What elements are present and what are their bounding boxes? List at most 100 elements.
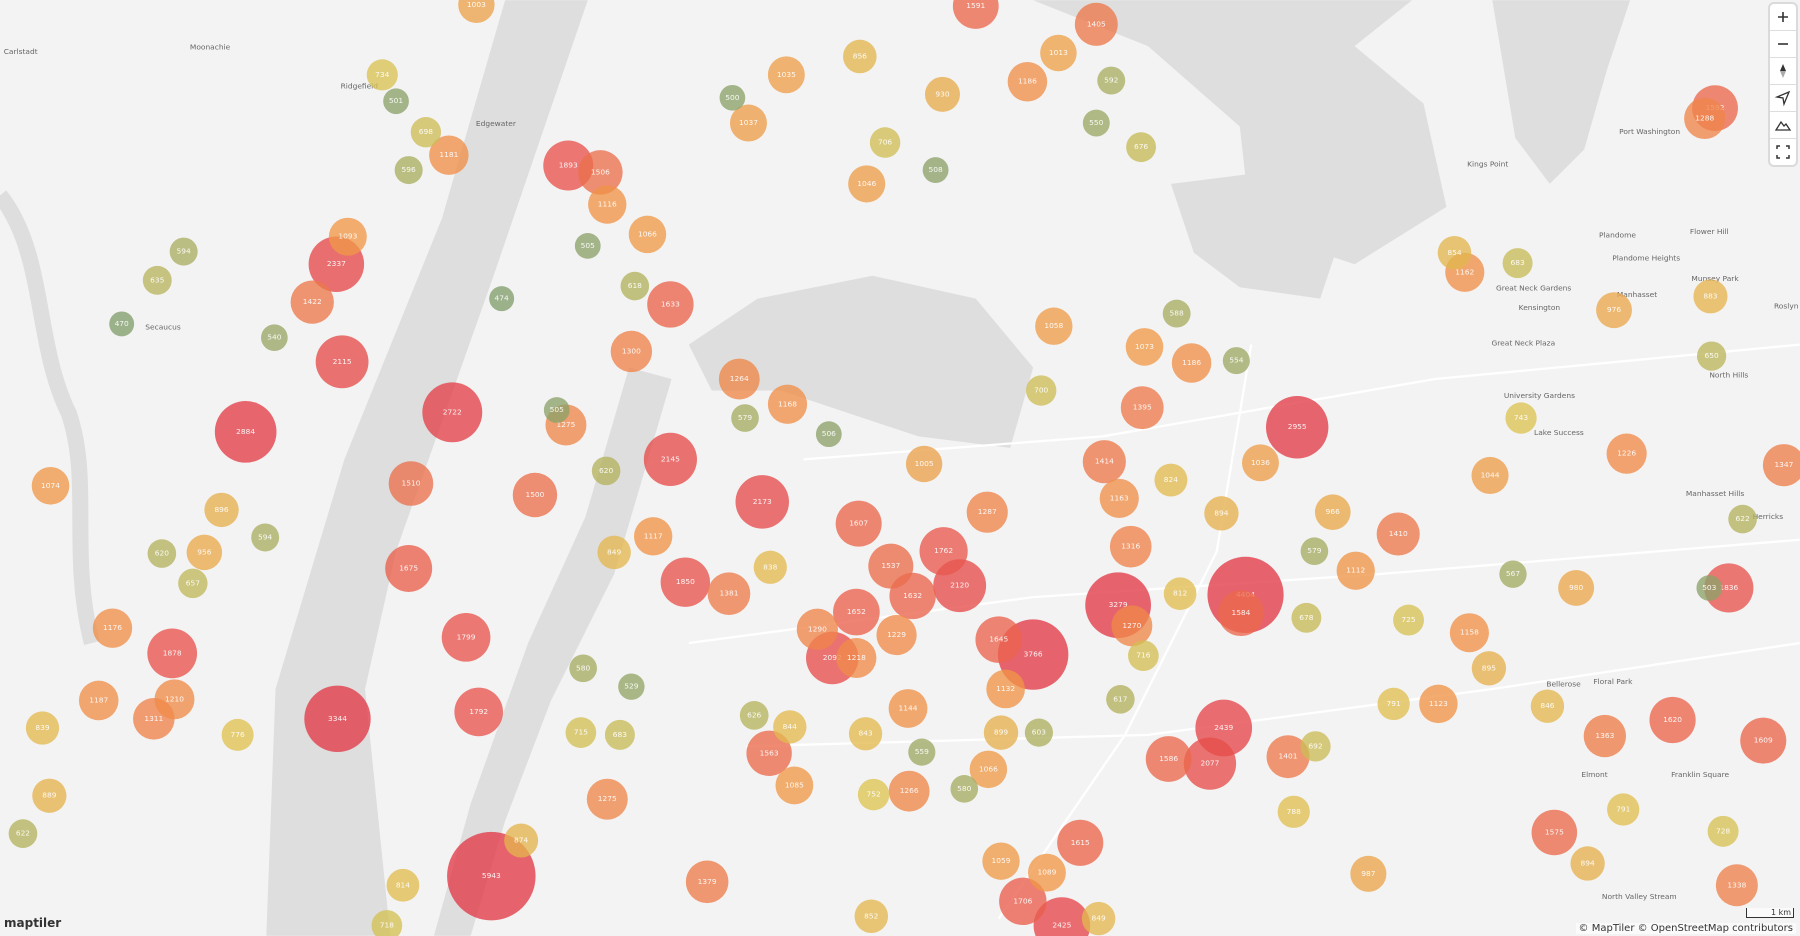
cluster[interactable] [489, 286, 515, 312]
cluster[interactable] [1393, 604, 1425, 636]
cluster[interactable] [251, 523, 280, 552]
cluster[interactable] [565, 717, 597, 748]
cluster[interactable] [1596, 292, 1632, 329]
cluster[interactable] [204, 492, 239, 528]
cluster[interactable] [304, 685, 371, 753]
cluster[interactable] [366, 59, 398, 91]
cluster[interactable] [1266, 735, 1310, 779]
cluster[interactable] [385, 544, 433, 592]
cluster[interactable] [1040, 34, 1077, 72]
cluster[interactable] [848, 717, 883, 751]
cluster[interactable] [905, 445, 943, 483]
cluster[interactable] [718, 358, 760, 400]
cluster[interactable] [1222, 347, 1250, 375]
cluster[interactable] [833, 588, 880, 636]
cluster[interactable] [986, 669, 1025, 709]
cluster[interactable] [394, 156, 423, 185]
cluster[interactable] [719, 84, 746, 111]
cluster[interactable] [1033, 897, 1091, 936]
cluster[interactable] [1125, 328, 1164, 366]
cluster[interactable] [1502, 248, 1533, 279]
cluster[interactable] [843, 39, 877, 74]
terrain[interactable] [1770, 112, 1796, 139]
cluster[interactable] [1419, 684, 1458, 724]
cluster[interactable] [569, 654, 597, 683]
cluster[interactable] [660, 557, 711, 607]
cluster[interactable] [1314, 494, 1351, 531]
cluster[interactable] [836, 637, 877, 679]
cluster[interactable] [1057, 819, 1104, 866]
cluster[interactable] [109, 311, 135, 337]
cluster[interactable] [908, 738, 936, 766]
cluster[interactable] [854, 899, 889, 934]
cluster[interactable] [922, 157, 949, 184]
cluster[interactable] [1558, 569, 1595, 606]
cluster[interactable] [388, 461, 434, 506]
cluster[interactable] [1163, 577, 1197, 611]
cluster[interactable] [1111, 605, 1153, 647]
fullscreen[interactable] [1770, 139, 1796, 165]
cluster[interactable] [1099, 478, 1139, 518]
cluster[interactable] [92, 608, 133, 648]
cluster[interactable] [154, 679, 195, 720]
cluster[interactable] [729, 104, 767, 142]
cluster[interactable] [371, 910, 403, 936]
cluster[interactable] [454, 687, 503, 737]
cluster[interactable] [767, 384, 808, 424]
cluster[interactable] [578, 150, 623, 195]
cluster[interactable] [982, 842, 1020, 880]
cluster[interactable] [386, 868, 420, 902]
cluster[interactable] [975, 616, 1023, 663]
cluster[interactable] [543, 397, 570, 423]
cluster[interactable] [147, 628, 198, 679]
cluster[interactable] [1606, 433, 1647, 474]
cluster[interactable] [1707, 815, 1739, 847]
cluster[interactable] [876, 614, 917, 656]
cluster[interactable] [634, 517, 673, 556]
cluster[interactable] [707, 572, 751, 616]
cluster[interactable] [857, 778, 890, 811]
zoom-in[interactable] [1770, 4, 1796, 31]
cluster[interactable] [1035, 307, 1073, 345]
cluster[interactable] [1120, 386, 1164, 430]
cluster[interactable] [1715, 864, 1758, 907]
cluster[interactable] [628, 215, 667, 254]
geolocate[interactable] [1770, 85, 1796, 112]
cluster[interactable] [1531, 809, 1578, 856]
cluster[interactable] [1204, 496, 1239, 531]
cluster[interactable] [169, 237, 198, 266]
cluster[interactable] [1696, 575, 1723, 601]
cluster[interactable] [952, 0, 999, 29]
cluster[interactable] [610, 330, 653, 373]
cluster[interactable] [315, 335, 369, 389]
cluster[interactable] [1728, 504, 1757, 534]
cluster[interactable] [1026, 375, 1057, 406]
cluster[interactable] [1505, 402, 1537, 434]
cluster[interactable] [1106, 685, 1135, 714]
cluster[interactable] [1082, 440, 1126, 484]
cluster[interactable] [731, 404, 759, 432]
cluster[interactable] [1027, 853, 1066, 892]
cluster[interactable] [773, 710, 807, 744]
cluster[interactable] [888, 770, 930, 812]
cluster[interactable] [591, 456, 621, 486]
cluster[interactable] [441, 612, 491, 662]
cluster[interactable] [618, 673, 645, 700]
cluster[interactable] [1377, 687, 1410, 721]
cluster[interactable] [888, 689, 928, 728]
cluster[interactable] [1081, 901, 1116, 936]
cluster[interactable] [1762, 444, 1800, 487]
cluster[interactable] [1218, 590, 1264, 637]
cluster[interactable] [422, 382, 483, 443]
cluster[interactable] [753, 550, 787, 584]
cluster[interactable] [1162, 299, 1191, 328]
cluster[interactable] [1704, 563, 1754, 613]
cluster[interactable] [1437, 235, 1472, 270]
cluster[interactable] [142, 265, 172, 295]
cluster[interactable] [78, 680, 119, 721]
cluster[interactable] [588, 185, 627, 224]
cluster[interactable] [504, 823, 539, 858]
cluster[interactable] [1154, 463, 1188, 497]
logo[interactable]: maptiler [4, 916, 62, 930]
